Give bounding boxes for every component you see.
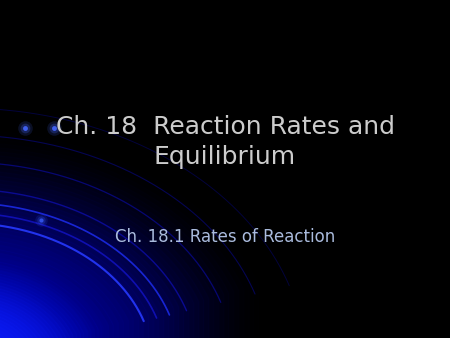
- Text: Ch. 18  Reaction Rates and
Equilibrium: Ch. 18 Reaction Rates and Equilibrium: [55, 115, 395, 169]
- Text: Ch. 18.1 Rates of Reaction: Ch. 18.1 Rates of Reaction: [115, 227, 335, 246]
